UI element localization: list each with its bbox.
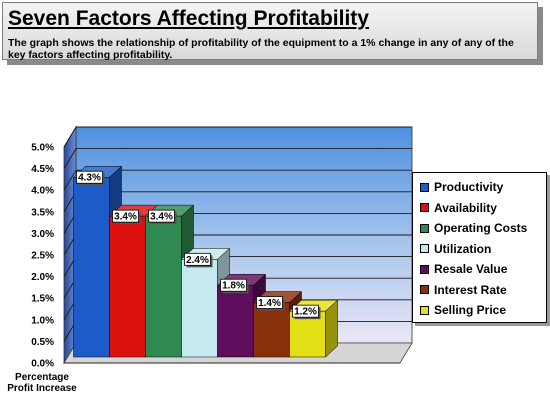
data-label-box [112, 209, 139, 223]
y-tick-label: 2.5% [31, 251, 54, 262]
legend-swatch [420, 244, 429, 253]
legend-swatch [420, 223, 429, 233]
data-label-box [256, 296, 283, 309]
y-tick-label: 4.5% [31, 164, 54, 175]
bar-productivity [73, 176, 110, 358]
bar-utilization [181, 259, 218, 358]
legend-item-utilization: Utilization [420, 239, 491, 259]
y-tick-label: 3.0% [31, 229, 54, 240]
data-label: 3.4% [150, 212, 173, 223]
legend-swatch [420, 203, 429, 212]
legend-item-productivity: Productivity [420, 177, 503, 197]
gridline [63, 126, 77, 148]
y-tick-label: 0.5% [31, 337, 54, 348]
legend-item-availability: Availability [420, 198, 497, 218]
chart-legend: Productivity Availability Operating Costs U… [412, 172, 547, 323]
legend-label: Productivity [434, 180, 504, 194]
y-tick-label: 1.0% [31, 315, 54, 326]
bar-operating-costs [145, 215, 182, 358]
y-tick-label: 4.0% [31, 186, 54, 197]
y-tick-label: 1.5% [31, 294, 54, 305]
legend-label: Selling Price [434, 303, 507, 317]
data-label-box [220, 278, 247, 292]
legend-item-operating-costs: Operating Costs [420, 218, 527, 238]
data-label-box [148, 209, 175, 223]
bar-interest-rate [253, 302, 290, 358]
gridline [63, 169, 77, 191]
legend-label: Resale Value [434, 262, 508, 276]
legend-label: Interest Rate [434, 282, 507, 297]
gridline [63, 148, 77, 169]
y-tick-label: 0.0% [31, 359, 54, 370]
legend-item-selling-price: Selling Price [420, 300, 506, 320]
legend-item-resale-value: Resale Value [420, 259, 507, 279]
data-label: 4.3% [78, 173, 101, 184]
page-title: Seven Factors Affecting Profitability [8, 7, 369, 30]
legend-swatch [420, 264, 429, 274]
data-label-box [184, 252, 211, 266]
data-label: 1.2% [294, 307, 317, 318]
legend-swatch [420, 182, 429, 192]
header-panel: Seven Factors Affecting Profitability Th… [2, 2, 538, 61]
legend-item-interest-rate: Interest Rate [420, 280, 507, 300]
y-tick-label: 3.5% [31, 207, 54, 218]
data-label: 2.4% [186, 255, 209, 266]
bar-availability [109, 215, 146, 358]
data-label: 1.8% [222, 281, 245, 292]
legend-swatch [420, 305, 429, 315]
legend-swatch [420, 285, 429, 294]
y-tick-label: 2.0% [31, 272, 54, 283]
y-axis-label: Percentage Profit Increase [7, 372, 77, 394]
bar-resale-value [217, 284, 254, 358]
data-label-box [76, 170, 103, 184]
legend-label: Operating Costs [434, 221, 528, 235]
page-subtitle: The graph shows the relationship of prof… [8, 37, 514, 61]
legend-label: Availability [434, 200, 497, 215]
data-label: 3.4% [114, 212, 137, 223]
data-label-box [292, 304, 319, 318]
data-label: 1.4% [258, 298, 281, 309]
y-tick-label: 5.0% [31, 143, 54, 154]
legend-label: Utilization [434, 241, 492, 256]
